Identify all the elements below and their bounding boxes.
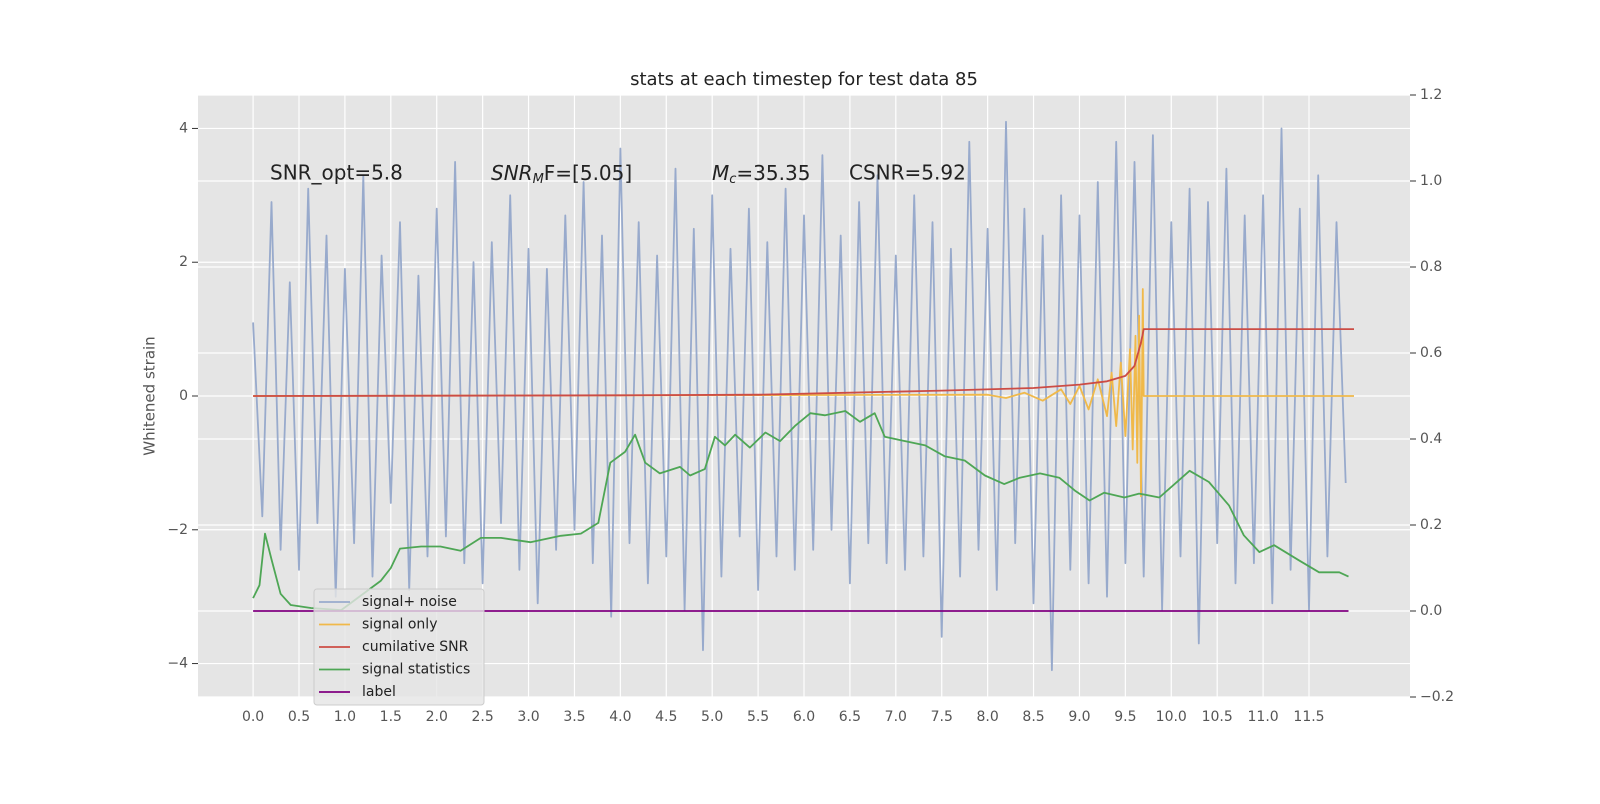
y-tick-label: 0 — [179, 388, 188, 404]
x-tick-label: 1.0 — [334, 709, 356, 725]
x-tick-label: 7.5 — [931, 709, 953, 725]
y2-tick-label: 0.0 — [1420, 603, 1442, 619]
legend-label: signal only — [362, 617, 437, 633]
series-line — [252, 410, 1349, 611]
x-tick-label: 0.0 — [242, 709, 264, 725]
ticks: 0.0 0.5 1.0 1.5 2.0 2.5 3.0 3.5 4.0 4.5 5.0 5.5 6.0 6… — [167, 87, 1454, 725]
chart-title: stats at each timestep for test data 85 — [630, 69, 978, 90]
x-tick-label: 8.0 — [977, 709, 999, 725]
x-tick-label: 4.5 — [655, 709, 677, 725]
y-axis-label: Whitened strain — [141, 336, 159, 455]
annotation-main: SNR — [491, 161, 533, 185]
series-lines — [252, 120, 1354, 672]
x-tick-label: 3.5 — [563, 709, 585, 725]
annotation: CSNR=5.92 — [849, 161, 966, 185]
x-tick-label: 6.0 — [793, 709, 815, 725]
x-tick-label: 2.0 — [426, 709, 448, 725]
y2-tick-label: 0.2 — [1420, 517, 1442, 533]
x-tick-label: 1.5 — [380, 709, 402, 725]
y-tick-label: 2 — [179, 254, 188, 270]
x-tick-label: 8.5 — [1022, 709, 1044, 725]
annotation-sub: M — [533, 172, 544, 187]
x-tick-label: 5.5 — [747, 709, 769, 725]
y-tick-label: 4 — [179, 120, 188, 136]
x-tick-label: 11.0 — [1248, 709, 1279, 725]
series-line — [253, 328, 1354, 397]
x-tick-label: 2.5 — [472, 709, 494, 725]
x-tick-label: 0.5 — [288, 709, 310, 725]
legend: signal+ noise signal only cumilative SNR si… — [313, 588, 485, 706]
x-tick-label: 10.0 — [1156, 709, 1187, 725]
legend-label: signal+ noise — [362, 594, 457, 610]
x-tick-label: 10.5 — [1202, 709, 1233, 725]
annotation-tail: F=[5.05] — [544, 161, 632, 185]
x-tick-label: 3.0 — [517, 709, 539, 725]
x-tick-label: 4.0 — [609, 709, 631, 725]
y-tick-label: −4 — [167, 656, 188, 672]
y2-tick-label: −0.2 — [1420, 689, 1454, 705]
y2-tick-label: 1.2 — [1420, 87, 1442, 103]
annotation-main: M — [712, 161, 729, 185]
series-line — [252, 120, 1347, 672]
legend-label: label — [362, 684, 396, 700]
x-tick-label: 11.5 — [1293, 709, 1324, 725]
y2-tick-label: 0.8 — [1420, 259, 1442, 275]
legend-box — [313, 588, 485, 706]
legend-label: cumilative SNR — [362, 639, 469, 655]
x-tick-label: 6.5 — [839, 709, 861, 725]
legend-label: signal statistics — [362, 662, 470, 678]
x-tick-label: 9.0 — [1068, 709, 1090, 725]
annotation: SNR_opt=5.8 — [270, 161, 403, 185]
y-tick-label: −2 — [167, 522, 188, 538]
y2-tick-label: 1.0 — [1420, 173, 1442, 189]
y2-tick-label: 0.4 — [1420, 431, 1442, 447]
annotation-sub: c — [729, 172, 736, 187]
annotation: SNRMF=[5.05] — [491, 161, 632, 187]
x-tick-label: 9.5 — [1114, 709, 1136, 725]
x-tick-label: 5.0 — [701, 709, 723, 725]
annotation: Mc=35.35 — [712, 161, 810, 187]
annotation-tail: =35.35 — [736, 161, 810, 185]
annotations: SNR_opt=5.8 SNRMF=[5.05] Mc=35.35 CSNR=5… — [270, 161, 966, 187]
y2-tick-label: 0.6 — [1420, 345, 1442, 361]
x-tick-label: 7.0 — [885, 709, 907, 725]
